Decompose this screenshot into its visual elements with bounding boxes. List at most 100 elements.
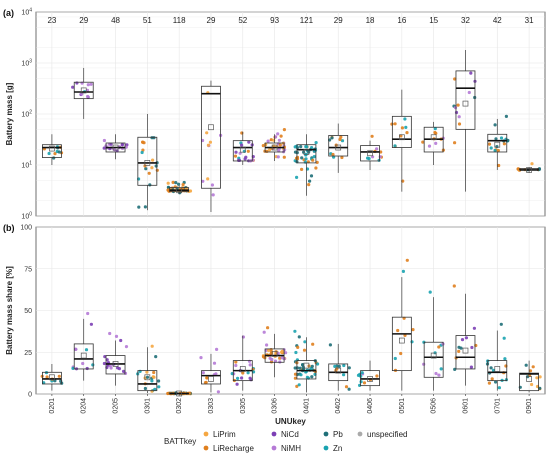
data-point	[266, 139, 270, 143]
count-label: 16	[397, 16, 406, 25]
data-point	[124, 345, 129, 349]
data-point	[437, 345, 441, 349]
data-point	[157, 385, 161, 389]
data-point	[57, 374, 61, 378]
data-point	[266, 326, 270, 330]
legend-item-lirecharge: LiRecharge	[203, 444, 254, 453]
x-tick-label: 0301	[144, 398, 151, 414]
mean-marker	[526, 167, 532, 173]
data-point	[244, 155, 248, 159]
data-point	[434, 371, 438, 376]
data-point	[502, 336, 506, 340]
mean-marker	[80, 352, 87, 359]
data-point	[339, 135, 343, 139]
data-point	[396, 328, 400, 333]
data-point	[497, 163, 501, 168]
data-point	[155, 168, 159, 172]
x-tick-label: 0501	[399, 398, 406, 414]
data-point	[453, 106, 458, 110]
data-point	[300, 167, 304, 171]
iqr-box	[487, 133, 508, 153]
mean-marker	[49, 374, 55, 381]
data-point	[311, 158, 315, 162]
data-point	[393, 122, 397, 126]
data-point	[278, 143, 282, 147]
data-point	[312, 155, 316, 159]
x-tick-label: 0601	[462, 398, 469, 414]
iqr-box	[296, 144, 317, 164]
data-point	[427, 144, 432, 148]
y-tick-label: 104	[21, 8, 32, 17]
data-point	[470, 345, 474, 350]
mean-marker	[430, 134, 437, 141]
mean-marker	[367, 150, 373, 157]
data-point	[390, 122, 394, 126]
data-point	[347, 366, 351, 370]
data-point	[102, 361, 106, 366]
data-point	[279, 134, 283, 138]
iqr-box	[73, 343, 94, 370]
data-point	[452, 284, 456, 288]
data-point	[493, 123, 497, 127]
y-tick-label: 103	[21, 59, 32, 68]
data-point	[302, 348, 307, 352]
box-0303	[199, 347, 221, 394]
count-label: 51	[143, 16, 152, 25]
data-point	[528, 369, 533, 373]
data-point	[246, 371, 250, 375]
x-tick-label: 0901	[526, 398, 533, 414]
mean-marker	[176, 187, 183, 194]
data-point	[457, 349, 461, 353]
data-point	[469, 365, 473, 369]
data-point	[516, 167, 520, 171]
panel-b: 0 25 50 75 100 Battery mass share [%] (b)	[3, 223, 546, 399]
data-point	[246, 149, 250, 153]
data-point	[144, 167, 148, 171]
data-point	[410, 340, 414, 344]
iqr-box	[423, 341, 444, 378]
data-point	[439, 367, 443, 371]
data-point	[457, 345, 461, 349]
data-point	[457, 122, 462, 126]
iqr-box	[232, 140, 253, 162]
data-point	[175, 186, 179, 190]
data-point	[81, 361, 85, 366]
legend-swatch	[203, 445, 209, 451]
data-point	[308, 179, 312, 183]
mean-marker	[494, 141, 501, 148]
data-point	[467, 90, 471, 95]
data-point	[205, 131, 209, 135]
data-point	[102, 138, 106, 143]
data-point	[270, 357, 274, 362]
box-0701	[485, 322, 508, 391]
data-point	[538, 375, 542, 379]
box-0205	[102, 134, 129, 160]
data-point	[247, 140, 251, 144]
data-point	[296, 345, 300, 349]
legend-label: unspecified	[367, 430, 407, 439]
box-0306	[261, 326, 288, 378]
data-point	[378, 155, 382, 159]
count-label: 29	[207, 16, 216, 25]
data-point	[265, 343, 269, 347]
count-label: 93	[270, 16, 279, 25]
data-point	[284, 351, 288, 355]
data-point	[86, 311, 90, 316]
data-point	[240, 376, 244, 380]
mean-marker	[208, 376, 214, 382]
box-0501	[391, 258, 415, 391]
data-point	[299, 145, 303, 149]
data-point	[360, 371, 364, 375]
data-point	[499, 136, 504, 140]
data-point	[310, 375, 314, 379]
data-point	[241, 371, 245, 375]
data-point	[298, 366, 302, 370]
data-point	[524, 363, 528, 367]
data-point	[375, 374, 379, 378]
data-point	[333, 364, 337, 368]
count-label: 118	[173, 16, 186, 25]
data-point	[276, 132, 280, 136]
data-point	[531, 365, 535, 369]
y-tick-label: 101	[21, 161, 32, 170]
